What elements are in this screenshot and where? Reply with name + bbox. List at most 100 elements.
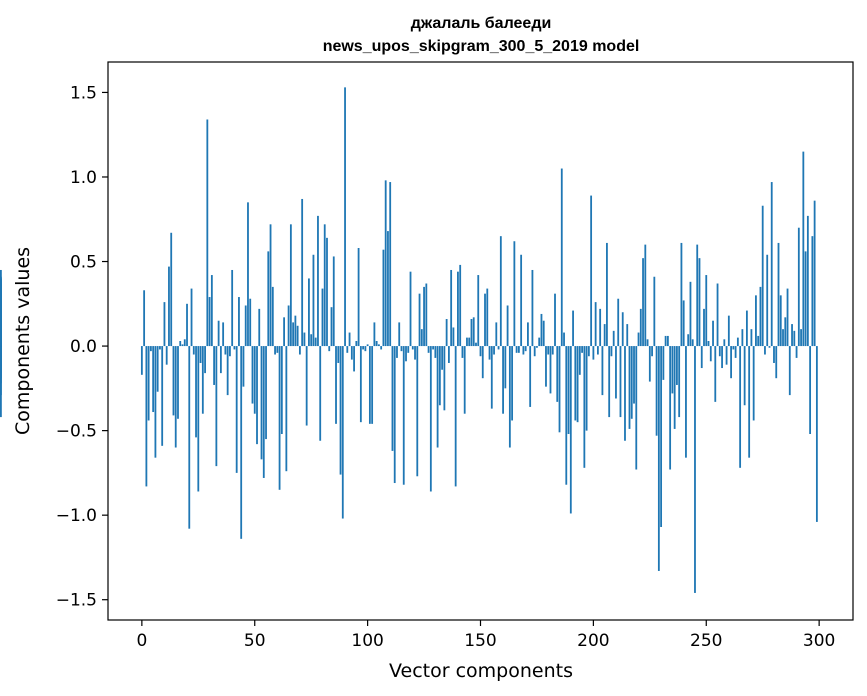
bar-272 <box>755 295 757 347</box>
bar-227 <box>653 276 656 347</box>
bar-7 <box>156 346 159 392</box>
bar-71 <box>301 198 304 347</box>
bar-96 <box>357 248 360 347</box>
bar-34 <box>217 320 220 347</box>
bar-293 <box>802 151 805 347</box>
bar-81 <box>323 224 326 347</box>
bar-99 <box>364 346 367 352</box>
bar-231 <box>662 346 665 380</box>
bar-175 <box>536 346 538 348</box>
bar-276 <box>764 346 766 355</box>
bar-79 <box>319 346 322 441</box>
bar-57 <box>269 224 272 347</box>
bar-112 <box>393 346 396 484</box>
bar-194 <box>578 346 581 375</box>
bar-66 <box>289 224 292 347</box>
bar-146 <box>470 319 473 347</box>
bar-142 <box>461 346 464 358</box>
bar-270 <box>750 329 753 347</box>
y-tick-label: −1.0 <box>56 506 97 526</box>
bar-217 <box>630 346 633 419</box>
x-tick-label: 100 <box>351 631 383 651</box>
bar-22 <box>190 288 193 347</box>
bar-76 <box>312 254 315 347</box>
bar-262 <box>732 346 735 350</box>
bar-20 <box>186 303 188 347</box>
bar-132 <box>438 346 441 406</box>
bar-14 <box>172 346 175 416</box>
bar-153 <box>486 288 489 347</box>
bar-90 <box>344 87 346 347</box>
plot-frame <box>107 61 854 621</box>
bar-185 <box>558 346 561 433</box>
bar-28 <box>204 346 206 374</box>
bar-18 <box>181 344 184 347</box>
bar-103 <box>373 322 376 347</box>
bar-95 <box>355 341 358 347</box>
bar-284 <box>782 329 784 347</box>
chart-title: джалаль балееди news_upos_skipgram_300_5… <box>323 15 640 55</box>
bar-74 <box>308 278 310 347</box>
bar-255 <box>716 283 719 347</box>
bar-31 <box>210 275 213 347</box>
bar-32 <box>213 346 216 385</box>
bar-282 <box>777 242 780 347</box>
bar-108 <box>384 180 387 347</box>
bar-250 <box>705 275 708 347</box>
x-tick-label: 50 <box>244 631 266 651</box>
bar-65 <box>287 305 290 347</box>
bar-45 <box>242 346 245 387</box>
bar-139 <box>454 346 457 487</box>
bar-164 <box>511 346 514 421</box>
bar-147 <box>472 317 475 347</box>
bar-80 <box>321 288 324 347</box>
bar-182 <box>551 346 554 355</box>
bar-184 <box>556 346 559 402</box>
bar-256 <box>718 346 721 357</box>
bar-200 <box>592 346 595 360</box>
bar-72 <box>303 332 306 347</box>
bar-266 <box>741 329 744 347</box>
bar-253 <box>712 320 714 347</box>
bar-121 <box>414 346 416 360</box>
bar-5 <box>152 346 155 413</box>
bar-88 <box>339 346 342 475</box>
bar-240 <box>682 300 685 347</box>
bar-160 <box>502 346 504 414</box>
bar-59 <box>274 346 276 355</box>
bar-213 <box>621 312 624 347</box>
bar-219 <box>635 346 638 470</box>
bar-10 <box>163 302 166 347</box>
bar-152 <box>484 293 486 347</box>
bar-178 <box>542 320 545 347</box>
bar-186 <box>560 168 563 347</box>
bar-271 <box>752 346 755 421</box>
bar-126 <box>425 283 428 347</box>
bar-29 <box>206 119 209 347</box>
bar-107 <box>382 249 385 347</box>
bar-277 <box>766 254 769 347</box>
bar-1 <box>143 290 146 347</box>
bar-267 <box>743 346 746 406</box>
bar-195 <box>581 346 583 353</box>
bar-232 <box>664 335 667 347</box>
chart-title-line-2: news_upos_skipgram_300_5_2019 model <box>323 38 640 55</box>
bar-191 <box>572 310 574 347</box>
bar-84 <box>330 307 333 347</box>
bar-130 <box>434 346 437 358</box>
bar-294 <box>804 251 807 347</box>
bar-144 <box>466 337 468 347</box>
bar-251 <box>707 341 710 347</box>
bar-238 <box>678 346 681 418</box>
bar-190 <box>569 346 572 514</box>
bar-85 <box>332 256 335 347</box>
bar-166 <box>515 346 518 353</box>
bar-198 <box>587 346 590 357</box>
bar-188 <box>565 346 568 485</box>
bar-295 <box>806 215 809 347</box>
bar-41 <box>233 346 236 350</box>
bar-179 <box>545 346 547 387</box>
bar-224 <box>646 339 649 347</box>
bar-177 <box>540 313 543 347</box>
